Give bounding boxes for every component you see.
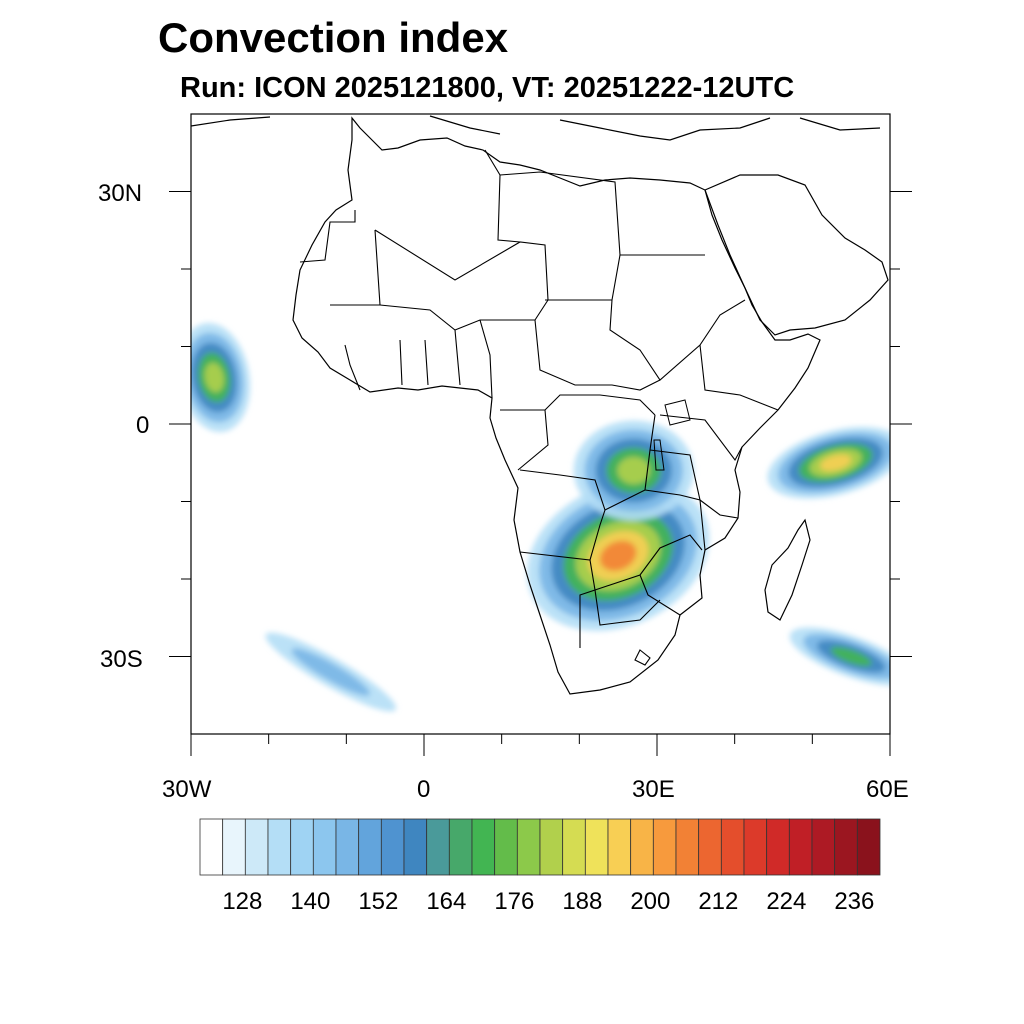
colorbar-box: [698, 818, 722, 876]
x-tick-label-30w: 30W: [162, 776, 212, 803]
y-tick-label-30n: 30N: [98, 180, 143, 207]
colorbar-box: [856, 818, 881, 876]
colorbar-box: [652, 818, 677, 876]
colorbar-box: [290, 818, 314, 876]
colorbar-box: [516, 818, 541, 876]
colorbar-box: [788, 818, 813, 876]
colorbar-box: [222, 818, 246, 876]
colorbar-label: 176: [494, 888, 535, 915]
convection-region-4: [265, 632, 397, 712]
convection-contour: [599, 540, 637, 571]
colorbar-box: [675, 818, 700, 876]
colorbar-box: [607, 818, 632, 876]
colorbar-box: [811, 818, 836, 876]
convection-region-0: [527, 480, 710, 631]
colorbar-box: [630, 818, 654, 876]
colorbar-box: [834, 818, 858, 876]
colorbar-box: [720, 818, 745, 876]
colorbar-box: [426, 818, 450, 876]
chart-subtitle: Run: ICON 2025121800, VT: 20251222-12UTC: [180, 72, 795, 104]
colorbar-box: [244, 818, 269, 876]
axis-ticks: [169, 191, 912, 756]
lakes: [653, 399, 691, 471]
colorbar: [199, 818, 881, 876]
x-tick-label-0: 0: [417, 776, 431, 803]
colorbar-label: 140: [290, 888, 331, 915]
convection-region-2: [767, 426, 890, 499]
convection-contour: [204, 362, 225, 393]
colorbar-box: [766, 818, 790, 876]
colorbar-box: [335, 818, 360, 876]
colorbar-label: 236: [834, 888, 875, 915]
arabian-peninsula: [704, 174, 889, 336]
convection-region-5: [789, 627, 890, 686]
colorbar-box: [584, 818, 609, 876]
convection-contour: [830, 646, 872, 667]
y-tick-label-30s: 30S: [100, 646, 143, 673]
x-tick-label-60e: 60E: [866, 776, 909, 803]
colorbar-label: 188: [562, 888, 603, 915]
colorbar-label: 212: [698, 888, 739, 915]
x-tick-label-30e: 30E: [632, 776, 675, 803]
colorbar-label: 200: [630, 888, 671, 915]
colorbar-box: [471, 818, 496, 876]
europe-coast: [191, 115, 881, 141]
colorbar-box: [380, 818, 405, 876]
colorbar-box: [403, 818, 428, 876]
convection-contour: [617, 456, 651, 485]
colorbar-box: [312, 818, 337, 876]
convection-contour: [291, 648, 370, 696]
convection-region-1: [573, 420, 694, 521]
africa-coastline: [292, 116, 821, 695]
colorbar-label: 164: [426, 888, 467, 915]
colorbar-box: [539, 818, 564, 876]
map-area: [191, 115, 890, 712]
colorbar-box: [199, 818, 224, 876]
chart-title: Convection index: [158, 14, 509, 61]
colorbar-label: 152: [358, 888, 399, 915]
colorbar-box: [448, 818, 473, 876]
colorbar-label: 224: [766, 888, 807, 915]
colorbar-box: [562, 818, 586, 876]
convection-contour: [819, 454, 852, 472]
colorbar-box: [494, 818, 518, 876]
country-borders: [299, 149, 779, 666]
colorbar-box: [743, 818, 768, 876]
colorbar-box: [358, 818, 382, 876]
convection-field: [191, 322, 890, 712]
colorbar-box: [267, 818, 292, 876]
y-tick-label-0: 0: [136, 412, 150, 439]
madagascar: [764, 518, 811, 621]
convection-region-3: [191, 322, 251, 433]
colorbar-label: 128: [222, 888, 263, 915]
